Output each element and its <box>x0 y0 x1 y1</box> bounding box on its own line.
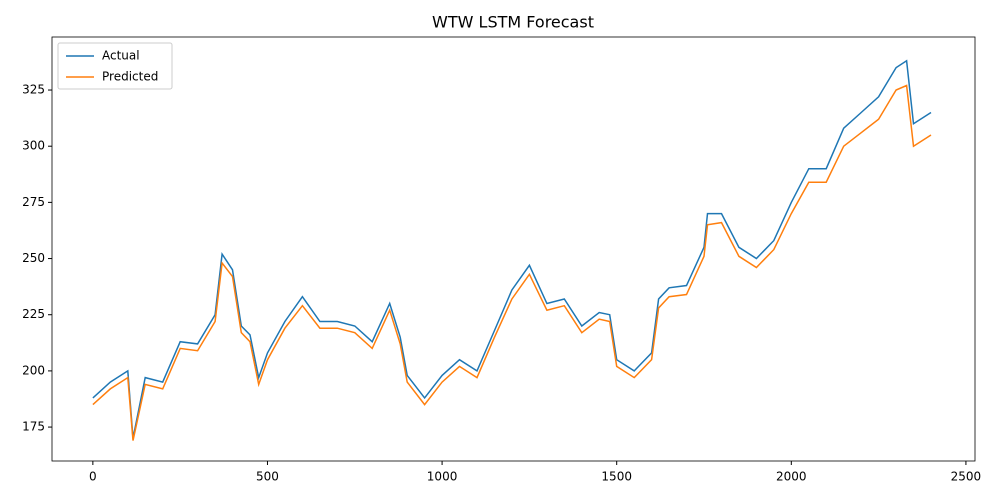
x-tick-label: 500 <box>256 470 279 484</box>
y-tick-label: 275 <box>22 195 45 209</box>
x-tick-label: 2500 <box>951 470 982 484</box>
y-tick-label: 250 <box>22 251 45 265</box>
chart-title: WTW LSTM Forecast <box>432 13 594 32</box>
plot-frame <box>51 36 976 462</box>
x-tick-label: 1000 <box>427 470 458 484</box>
y-tick-label: 300 <box>22 139 45 153</box>
x-tick-label: 0 <box>89 470 97 484</box>
legend-label: Predicted <box>102 70 158 84</box>
y-tick-label: 325 <box>22 83 45 97</box>
line-series <box>92 84 932 441</box>
line-series <box>92 59 932 439</box>
legend-label: Actual <box>102 49 140 63</box>
x-tick-label: 1500 <box>601 470 632 484</box>
y-tick-label: 175 <box>22 420 45 434</box>
y-tick-label: 225 <box>22 307 45 321</box>
y-tick-label: 200 <box>22 363 45 377</box>
x-tick-label: 2000 <box>776 470 807 484</box>
